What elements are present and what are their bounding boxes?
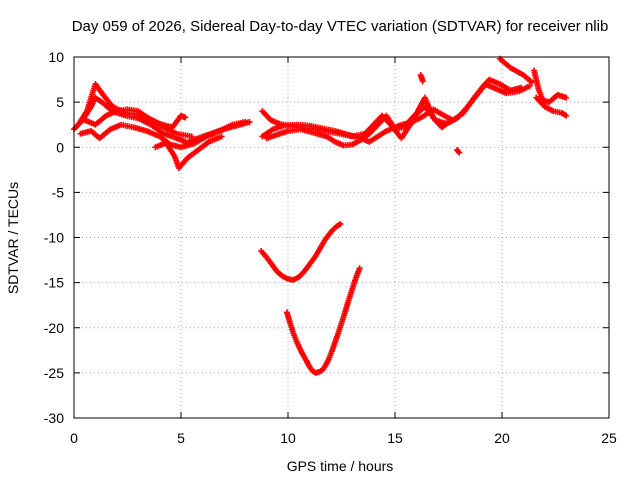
data-point-track-b [188, 133, 195, 140]
y-tick-label: -10 [44, 230, 64, 246]
chart-title: Day 059 of 2026, Sidereal Day-to-day VTE… [72, 18, 609, 35]
data-point-track-c [242, 118, 249, 125]
data-points [71, 55, 570, 376]
data-point-track-m [563, 112, 570, 119]
data-point-curve-lower [356, 265, 363, 272]
data-point-track-e [218, 133, 225, 140]
data-point-track-h [518, 84, 525, 91]
y-tick-label: -30 [44, 410, 64, 426]
y-tick-label: 10 [48, 49, 64, 65]
x-tick-label: 0 [70, 430, 78, 446]
axis-ticks: 0 5 10 15 20 25 -30 -25 -20 -15 -10 -5 0 5 10 [44, 49, 617, 446]
y-tick-label: 0 [56, 139, 64, 155]
y-axis-label: SDTVAR / TECUs [5, 182, 21, 294]
data-point-track-d [182, 114, 189, 121]
x-tick-label: 5 [177, 430, 185, 446]
plot-frame [73, 56, 610, 419]
x-tick-label: 20 [494, 430, 510, 446]
data-point-track-i [419, 78, 426, 85]
data-point-track-l [563, 94, 570, 101]
data-point-track-j [456, 149, 463, 156]
x-tick-label: 15 [387, 430, 403, 446]
y-tick-label: -25 [44, 365, 64, 381]
grid [74, 57, 609, 418]
x-tick-label: 25 [601, 430, 617, 446]
y-tick-label: 5 [56, 94, 64, 110]
y-tick-label: -20 [44, 320, 64, 336]
data-point-curve-upper [337, 220, 344, 227]
x-tick-label: 10 [280, 430, 296, 446]
y-tick-label: -15 [44, 275, 64, 291]
y-tick-label: -5 [52, 184, 65, 200]
x-axis-label: GPS time / hours [287, 458, 394, 474]
